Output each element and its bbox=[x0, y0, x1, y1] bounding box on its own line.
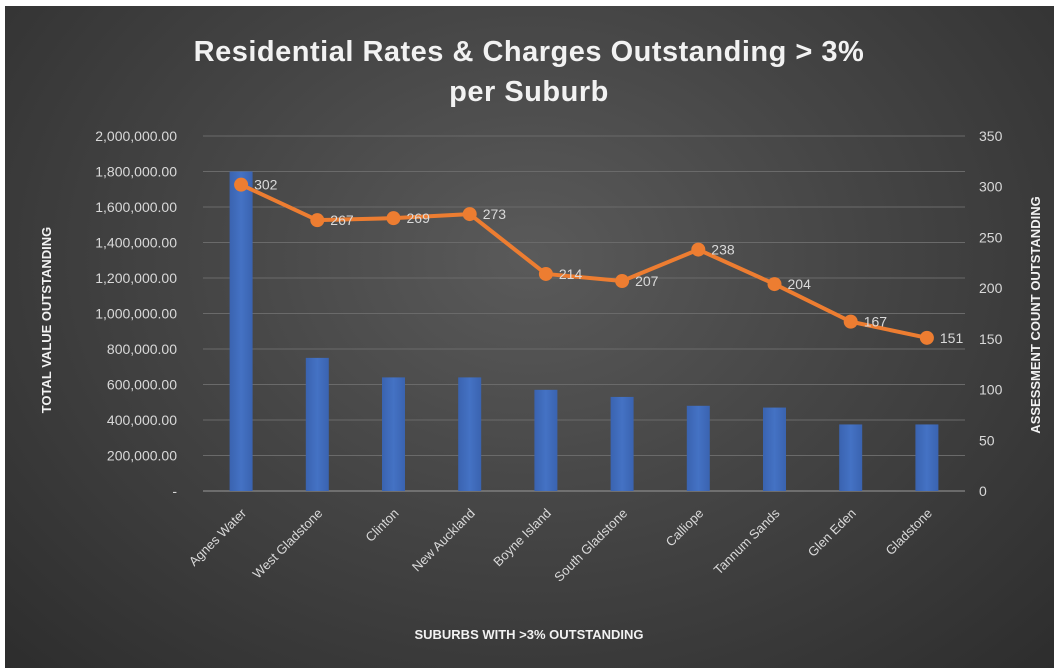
category-label: Boyne Island bbox=[490, 506, 554, 570]
left-axis-tick-label: 1,600,000.00 bbox=[95, 199, 177, 215]
data-label: 267 bbox=[330, 212, 354, 228]
bar bbox=[611, 397, 634, 491]
left-axis-tick-label: 1,400,000.00 bbox=[95, 235, 177, 251]
left-axis-tick-label: - bbox=[172, 483, 177, 499]
line-point bbox=[539, 267, 553, 281]
right-axis-tick-label: 350 bbox=[979, 128, 1003, 144]
line-point bbox=[310, 213, 324, 227]
bar bbox=[382, 377, 405, 491]
right-axis-tick-label: 250 bbox=[979, 229, 1003, 245]
line-point bbox=[615, 274, 629, 288]
data-label: 214 bbox=[559, 266, 583, 282]
right-axis-title: ASSESSMENT COUNT OUTSTANDING bbox=[1028, 196, 1043, 433]
bar bbox=[458, 377, 481, 491]
left-axis-tick-label: 1,800,000.00 bbox=[95, 164, 177, 180]
left-axis-tick-label: 2,000,000.00 bbox=[95, 128, 177, 144]
left-axis-tick-label: 400,000.00 bbox=[107, 412, 177, 428]
bar bbox=[763, 408, 786, 491]
left-axis-tick-label: 800,000.00 bbox=[107, 341, 177, 357]
bar bbox=[230, 172, 253, 492]
data-label: 207 bbox=[635, 273, 659, 289]
bar bbox=[306, 358, 329, 491]
chart-svg: Residential Rates & Charges Outstanding … bbox=[5, 6, 1054, 668]
line-point bbox=[463, 207, 477, 221]
right-axis-tick-label: 200 bbox=[979, 280, 1003, 296]
data-label: 238 bbox=[711, 242, 735, 258]
left-axis-title: TOTAL VALUE OUTSTANDING bbox=[39, 227, 54, 414]
line-point bbox=[768, 277, 782, 291]
chart-title-line-2: per Suburb bbox=[449, 76, 609, 108]
data-label: 302 bbox=[254, 177, 278, 193]
category-label: West Gladstone bbox=[250, 506, 326, 582]
category-label: South Gladstone bbox=[551, 506, 630, 585]
left-axis-tick-label: 1,200,000.00 bbox=[95, 270, 177, 286]
data-label: 204 bbox=[788, 276, 812, 292]
category-label: Clinton bbox=[362, 506, 401, 545]
category-label: Gladstone bbox=[883, 506, 936, 559]
bar bbox=[687, 406, 710, 491]
right-axis-tick-label: 100 bbox=[979, 382, 1003, 398]
data-label: 151 bbox=[940, 330, 964, 346]
series-line bbox=[241, 185, 927, 338]
left-axis-tick-label: 200,000.00 bbox=[107, 448, 177, 464]
data-label: 273 bbox=[483, 206, 507, 222]
category-label: New Auckland bbox=[409, 506, 478, 575]
line-point bbox=[691, 243, 705, 257]
bar bbox=[839, 424, 862, 491]
chart-text: Residential Rates & Charges Outstanding … bbox=[39, 36, 1043, 642]
left-axis-tick-label: 1,000,000.00 bbox=[95, 306, 177, 322]
left-axis-tick-label: 600,000.00 bbox=[107, 377, 177, 393]
category-label: Calliope bbox=[663, 506, 707, 550]
category-label: Glen Eden bbox=[805, 506, 859, 560]
category-label: Agnes Water bbox=[186, 505, 250, 569]
data-label: 167 bbox=[864, 314, 888, 330]
line-point bbox=[920, 331, 934, 345]
right-axis-tick-label: 50 bbox=[979, 432, 995, 448]
right-axis-tick-label: 0 bbox=[979, 483, 987, 499]
line-point bbox=[844, 315, 858, 329]
line-point bbox=[387, 211, 401, 225]
line-series bbox=[234, 178, 934, 345]
data-label: 269 bbox=[407, 210, 431, 226]
right-axis-tick-label: 300 bbox=[979, 179, 1003, 195]
bar bbox=[534, 390, 557, 491]
line-point bbox=[234, 178, 248, 192]
x-axis-title: SUBURBS WITH >3% OUTSTANDING bbox=[414, 627, 643, 642]
category-label: Tannum Sands bbox=[711, 505, 783, 577]
chart-frame: Residential Rates & Charges Outstanding … bbox=[5, 6, 1054, 668]
chart-title-line-1: Residential Rates & Charges Outstanding … bbox=[194, 36, 865, 68]
bar bbox=[915, 424, 938, 491]
right-axis-tick-label: 150 bbox=[979, 331, 1003, 347]
